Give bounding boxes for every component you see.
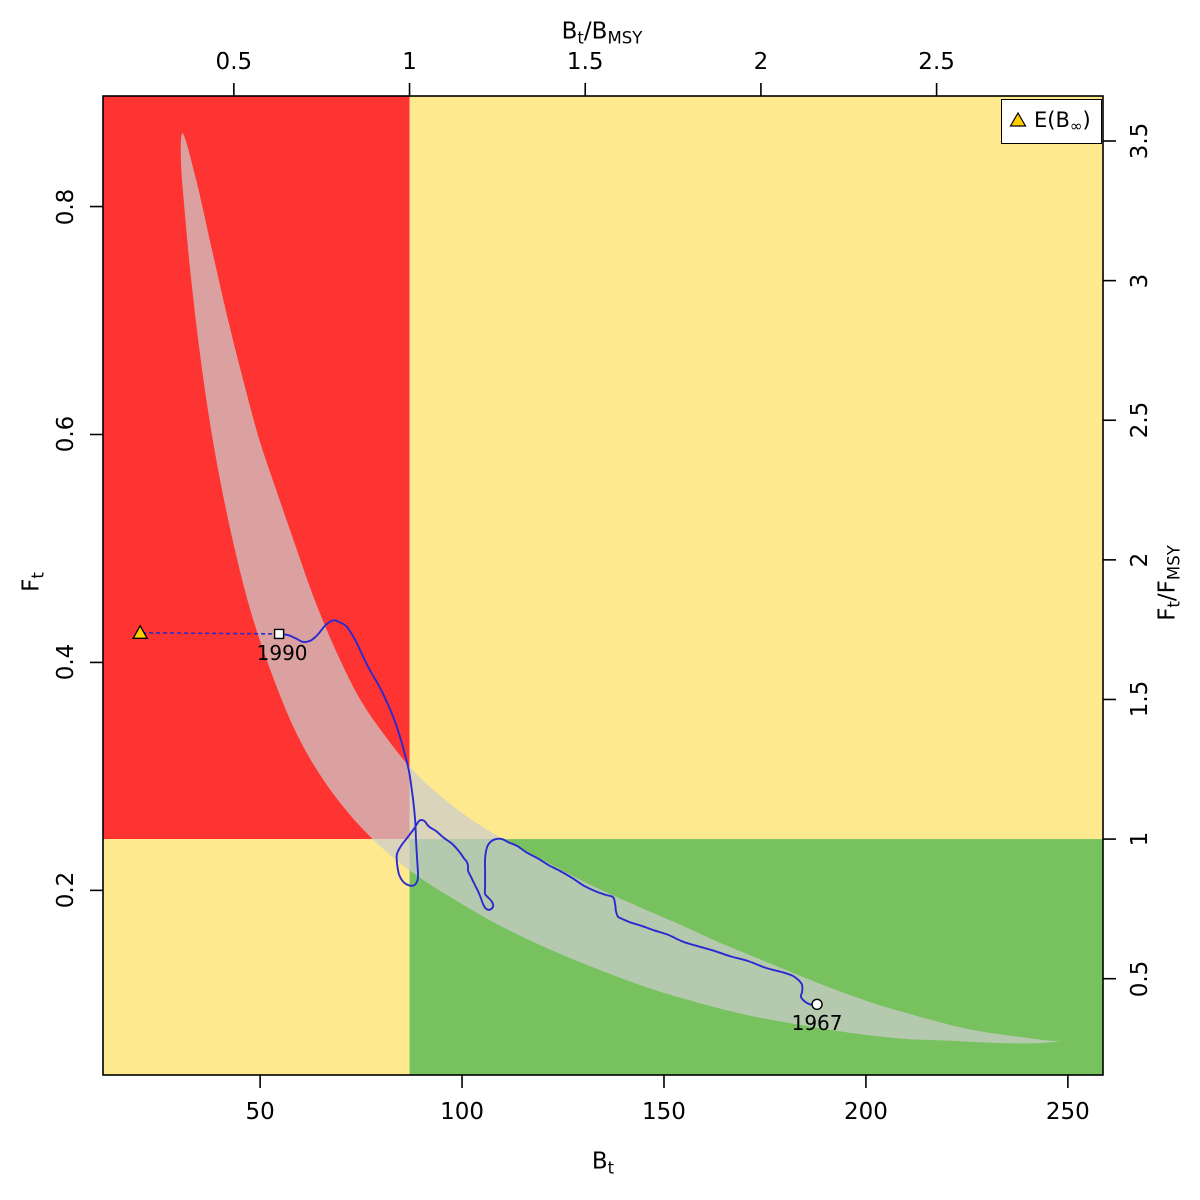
x-tick-label-bottom: 200 — [843, 1099, 888, 1125]
x-tick-label-bottom: 150 — [642, 1099, 686, 1125]
quadrant-yellow-top-right — [409, 96, 1103, 840]
marker-circle-1967 — [811, 998, 823, 1011]
stock-trajectory-line — [278, 619, 818, 1006]
y-tick-label-right: 0.5 — [1127, 960, 1153, 997]
marker-triangle-expected-unfished-biomass — [132, 624, 149, 639]
quadrant-yellow-bottom-left — [103, 839, 410, 1075]
legend: E(B∞) — [1001, 99, 1102, 144]
projection-dashed-line — [140, 631, 280, 635]
x-tick-label-top: 2.5 — [918, 49, 955, 75]
projection-line — [140, 631, 280, 635]
x-tick-label-top: 1 — [402, 49, 417, 75]
expected-biomass-triangle-icon — [1009, 111, 1027, 127]
y-tick-label-right: 2.5 — [1127, 401, 1153, 439]
plot-border — [102, 95, 1104, 1076]
confidence-region-shape — [180, 133, 1064, 1044]
y-tick-label-right: 1.5 — [1127, 681, 1153, 718]
x-tick-label-bottom: 250 — [1045, 1099, 1090, 1125]
x-tick-label-top: 2 — [753, 49, 769, 75]
trajectory-path — [278, 619, 818, 1006]
x-axis-title-top: Bt/BMSY — [561, 18, 643, 48]
confidence-region — [180, 133, 1064, 1044]
x-tick-label-top: 0.5 — [215, 49, 253, 75]
year-label-1990: 1990 — [256, 640, 308, 665]
axis-tick-marks — [90, 83, 1116, 1088]
x-tick-label-bottom: 50 — [245, 1099, 275, 1125]
y-tick-label-right: 2 — [1127, 552, 1153, 568]
y-tick-label-left: 0.2 — [53, 872, 79, 909]
status-quadrants — [103, 96, 1103, 1075]
x-axis-title-bottom: Bt — [591, 1148, 615, 1178]
y-tick-label-right: 3 — [1127, 273, 1153, 288]
x-tick-label-bottom: 100 — [440, 1099, 484, 1125]
y-tick-label-right: 1 — [1127, 831, 1153, 847]
y-axis-title-left: Ft — [18, 572, 48, 592]
y-tick-label-left: 0.4 — [53, 644, 79, 681]
x-tick-label-top: 1.5 — [566, 49, 604, 75]
y-tick-label-left: 0.8 — [53, 188, 79, 225]
marker-square-1990 — [273, 628, 285, 640]
y-tick-label-left: 0.6 — [53, 416, 79, 453]
trajectory-markers — [132, 624, 823, 1011]
year-label-1967: 1967 — [791, 1011, 843, 1036]
y-tick-label-right: 3.5 — [1127, 122, 1153, 160]
legend-label: E(B∞) — [1034, 107, 1091, 136]
y-axis-title-right: Ft/FMSY — [1154, 545, 1184, 621]
